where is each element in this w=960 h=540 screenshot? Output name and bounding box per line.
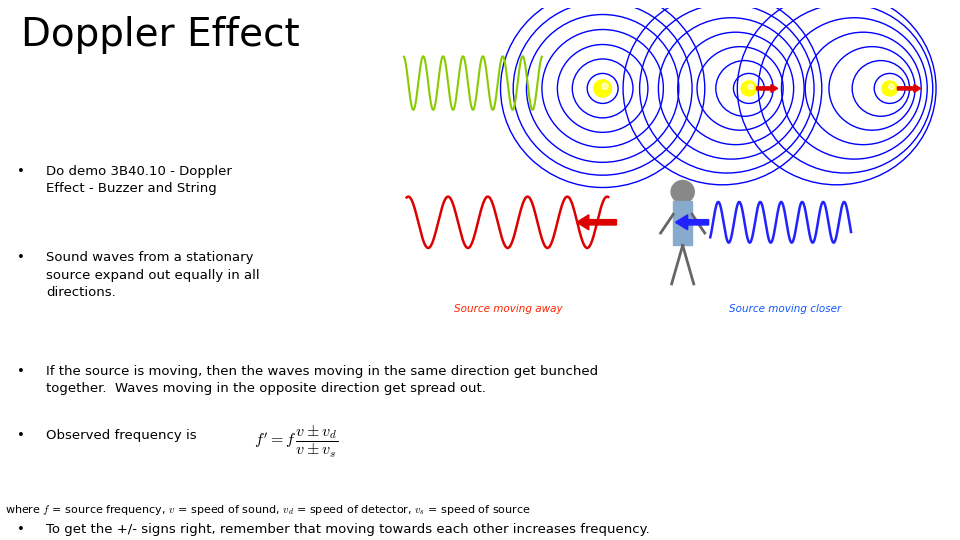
Text: •: • — [17, 364, 25, 377]
Text: Do demo 3B40.10 - Doppler
Effect - Buzzer and String: Do demo 3B40.10 - Doppler Effect - Buzze… — [46, 165, 232, 195]
Text: Doppler Effect: Doppler Effect — [21, 16, 300, 54]
Circle shape — [602, 83, 609, 90]
Circle shape — [671, 180, 694, 203]
Text: Sound waves from a stationary
source expand out equally in all
directions.: Sound waves from a stationary source exp… — [46, 251, 260, 299]
Circle shape — [882, 81, 898, 96]
Text: •: • — [17, 251, 25, 264]
Bar — [673, 201, 692, 245]
Text: $f' = f\,\dfrac{v\pm v_d}{v\pm v_s}$: $f' = f\,\dfrac{v\pm v_d}{v\pm v_s}$ — [254, 424, 339, 460]
FancyArrow shape — [676, 215, 708, 230]
FancyArrow shape — [756, 84, 778, 92]
Circle shape — [748, 84, 754, 90]
Text: •: • — [17, 165, 25, 178]
Circle shape — [594, 80, 612, 97]
FancyArrow shape — [577, 215, 616, 230]
Text: Source moving closer: Source moving closer — [729, 305, 841, 314]
FancyArrow shape — [898, 84, 921, 92]
Circle shape — [741, 81, 756, 96]
Text: To get the +/- signs right, remember that moving towards each other increases fr: To get the +/- signs right, remember tha… — [46, 523, 650, 536]
Text: Source moving away: Source moving away — [454, 305, 564, 314]
Text: Observed frequency is: Observed frequency is — [46, 429, 201, 442]
Text: If the source is moving, then the waves moving in the same direction get bunched: If the source is moving, then the waves … — [46, 364, 598, 395]
Circle shape — [889, 84, 894, 90]
Text: •: • — [17, 523, 25, 536]
Text: where $f$ = source frequency, $v$ = speed of sound, $v_d$ = speed of detector, $: where $f$ = source frequency, $v$ = spee… — [5, 503, 531, 517]
Text: •: • — [17, 429, 25, 442]
